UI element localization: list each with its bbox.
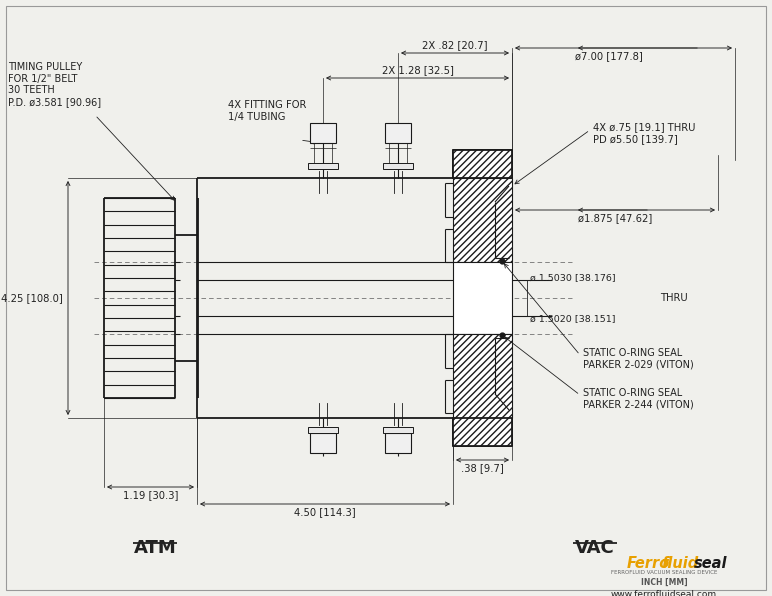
Bar [383, 163, 413, 169]
Text: 1.19 [30.3]: 1.19 [30.3] [123, 490, 178, 500]
Text: ø 1.5030 [38.176]: ø 1.5030 [38.176] [530, 273, 615, 282]
Bar [453, 150, 512, 178]
Bar [383, 427, 413, 433]
Text: seal: seal [694, 556, 727, 571]
Text: www.ferrofluidseal.com: www.ferrofluidseal.com [611, 590, 717, 596]
Text: STATIC O-RING SEAL
PARKER 2-244 (VITON): STATIC O-RING SEAL PARKER 2-244 (VITON) [583, 388, 694, 409]
Text: ø7.00 [177.8]: ø7.00 [177.8] [575, 51, 643, 61]
Bar [385, 123, 411, 143]
Bar [453, 262, 512, 334]
Text: 4X ø.75 [19.1] THRU
PD ø5.50 [139.7]: 4X ø.75 [19.1] THRU PD ø5.50 [139.7] [593, 122, 696, 144]
Bar [310, 433, 336, 453]
Text: ATM: ATM [134, 539, 176, 557]
Text: Ferro: Ferro [627, 556, 670, 571]
Text: FERROFLUID VACUUM SEALING DEVICE: FERROFLUID VACUUM SEALING DEVICE [611, 570, 717, 575]
Text: INCH [MM]: INCH [MM] [641, 578, 687, 587]
Text: THRU: THRU [660, 293, 688, 303]
Text: VAC: VAC [575, 539, 615, 557]
Bar [453, 178, 512, 262]
Text: ø 1.5020 [38.151]: ø 1.5020 [38.151] [530, 314, 615, 323]
Bar [385, 433, 411, 453]
Text: 4X FITTING FOR
1/4 TUBING: 4X FITTING FOR 1/4 TUBING [228, 100, 306, 122]
Bar [453, 418, 512, 446]
Text: .38 [9.7]: .38 [9.7] [461, 463, 504, 473]
Bar [308, 163, 338, 169]
Bar [310, 123, 336, 143]
Text: TIMING PULLEY
FOR 1/2" BELT
30 TEETH
P.D. ø3.581 [90.96]: TIMING PULLEY FOR 1/2" BELT 30 TEETH P.D… [8, 62, 101, 107]
Text: fluid: fluid [661, 556, 698, 571]
Text: STATIC O-RING SEAL
PARKER 2-029 (VITON): STATIC O-RING SEAL PARKER 2-029 (VITON) [583, 348, 694, 370]
Text: ø1.875 [47.62]: ø1.875 [47.62] [578, 213, 652, 223]
Text: 2X .82 [20.7]: 2X .82 [20.7] [422, 40, 488, 50]
Bar [308, 427, 338, 433]
Text: 4.50 [114.3]: 4.50 [114.3] [294, 507, 356, 517]
Bar [453, 334, 512, 418]
Text: ø 4.25 [108.0]: ø 4.25 [108.0] [0, 293, 63, 303]
Text: 2X 1.28 [32.5]: 2X 1.28 [32.5] [381, 65, 453, 75]
